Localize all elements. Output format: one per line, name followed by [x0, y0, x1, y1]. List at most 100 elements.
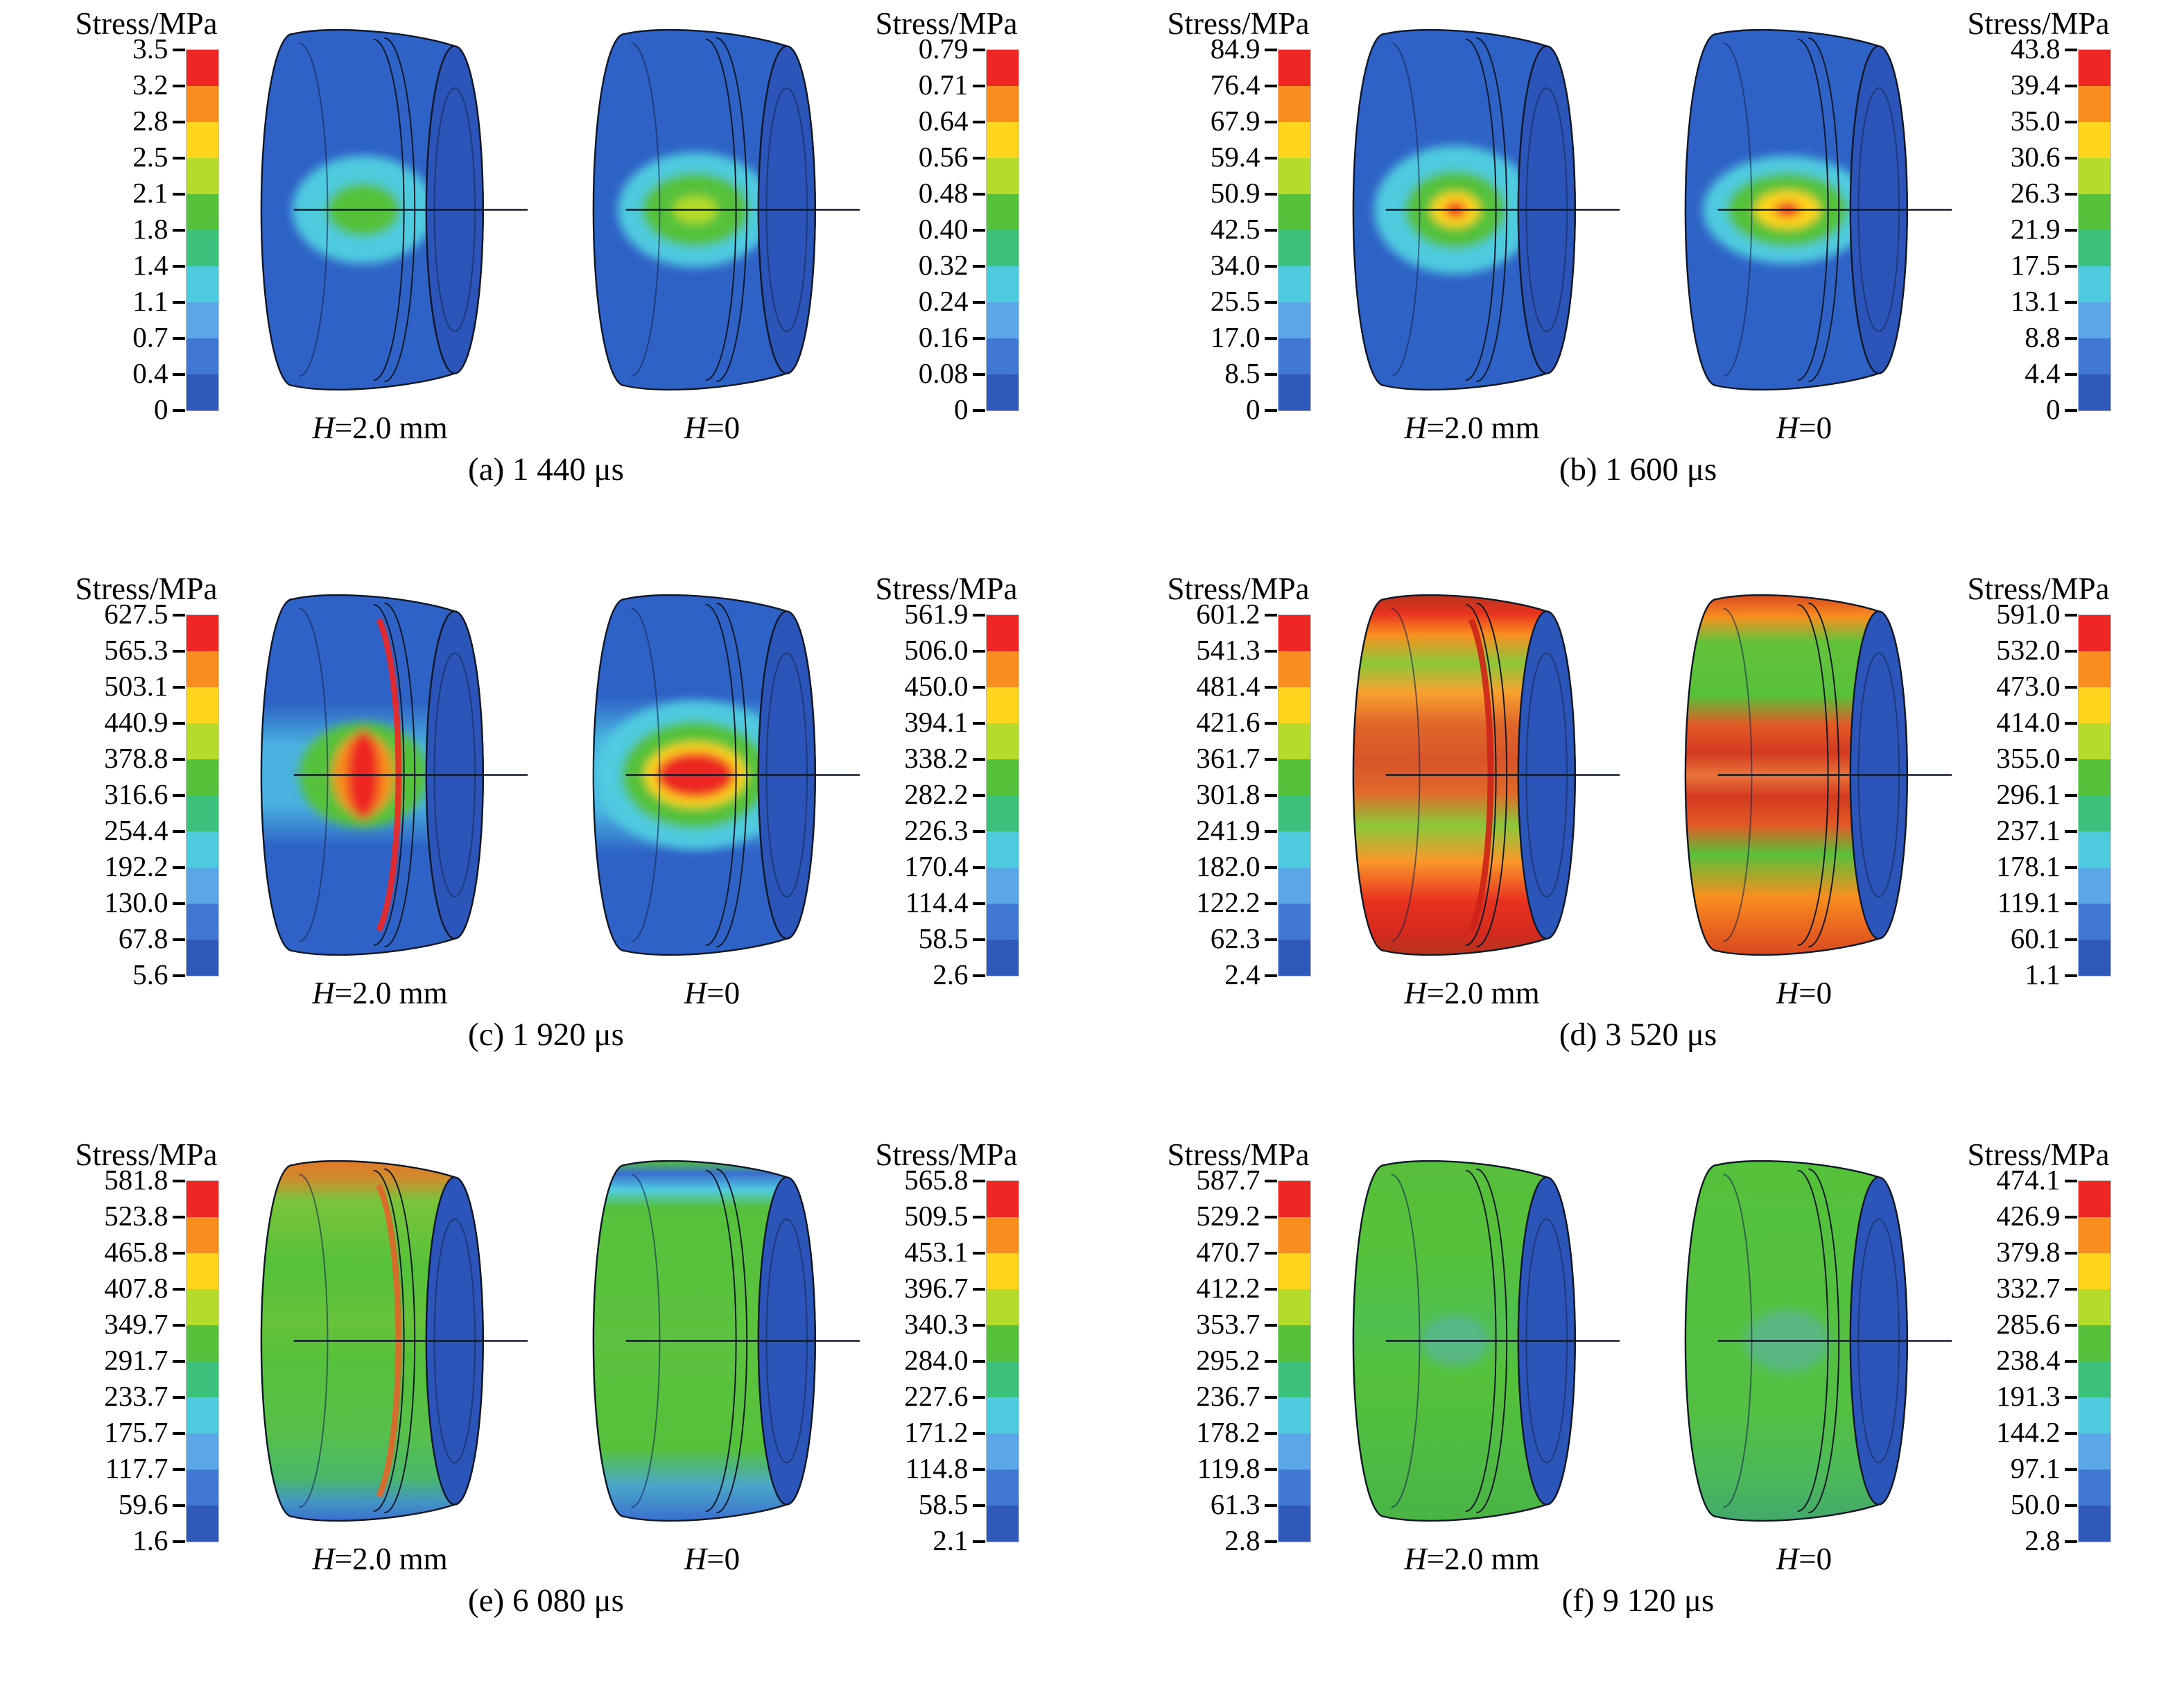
colorbar-tick-mark: [1264, 264, 1277, 268]
colorbar-title: Stress/MPa: [875, 571, 1018, 606]
colorbar-tick-label: 0.4: [132, 356, 168, 389]
colorbar-tick-mark: [2064, 974, 2077, 977]
colorbar-tick-label: 25.5: [1210, 284, 1260, 317]
colorbar-segment: [2078, 1180, 2111, 1217]
panel-f: Stress/MPa 587.7 529.2 470.7 412.2 353.7 295.2…: [1092, 1131, 2184, 1697]
colorbar-tick-mark: [2064, 120, 2077, 123]
colorbar-tick-mark: [972, 757, 985, 761]
colorbar-segment: [986, 374, 1019, 411]
colorbar-title: Stress/MPa: [75, 571, 218, 606]
colorbar-tick-mark: [972, 829, 985, 833]
colorbar-tick-label: 227.6: [904, 1379, 969, 1412]
colorbar-tick-label: 175.7: [104, 1415, 168, 1448]
colorbar-tick-label: 30.6: [2010, 140, 2061, 173]
colorbar-segment: [1278, 614, 1310, 651]
colorbar-tick-label: 67.9: [1210, 104, 1260, 137]
colorbar-body: 587.7 529.2 470.7 412.2 353.7 295.2 236.7 178.2…: [1166, 1165, 1311, 1554]
colorbar-tick-label: 316.6: [104, 777, 168, 810]
colorbar-segment: [1278, 374, 1310, 411]
cylinder-contour-plot: [592, 594, 860, 956]
colorbar-tick-mark: [172, 1540, 185, 1543]
colorbar-tick-mark: [1264, 1431, 1277, 1435]
colorbar-segment: [2078, 338, 2111, 374]
colorbar-tick-mark: [1264, 84, 1277, 87]
colorbar-tick-label: 506.0: [904, 633, 969, 666]
colorbar-tick-mark: [172, 120, 185, 123]
colorbar-segment: [986, 651, 1019, 687]
colorbar-segment: [2078, 1289, 2111, 1325]
colorbar-tick-label: 17.5: [2010, 248, 2061, 281]
colorbar-segment: [2078, 651, 2111, 687]
colorbar-tick-mark: [2064, 938, 2077, 941]
cylinder-contour-plot: [1352, 1160, 1620, 1522]
colorbar-tick-mark: [2064, 649, 2077, 653]
colorbar-tick-label: 340.3: [904, 1307, 969, 1340]
colorbar-tick-mark: [172, 974, 185, 977]
colorbar-tick-label: 591.0: [1996, 597, 2061, 630]
colorbar-tick-mark: [972, 1467, 985, 1471]
colorbar-tick-label: 450.0: [904, 669, 969, 702]
cylinder-contour-plot: [260, 594, 528, 956]
colorbar-body: 84.9 76.4 67.9 59.4 50.9 42.5 34.0 25.5 17.0 8.5 0: [1166, 34, 1311, 423]
colorbar-tick-label: 178.2: [1196, 1415, 1260, 1448]
colorbar-segment: [986, 266, 1019, 302]
colorbar-tick-label: 627.5: [104, 597, 168, 630]
colorbar-tick-label: 117.7: [105, 1452, 168, 1484]
colorbar-segment: [2078, 759, 2111, 795]
cylinder-h-2mm: H=2.0 mm: [1315, 7, 1630, 444]
cylinder-h-2mm: H=2.0 mm: [223, 7, 538, 444]
colorbar-segment: [2078, 687, 2111, 723]
colorbar-tick-mark: [172, 300, 185, 304]
colorbar-tick-label: 0: [2046, 393, 2061, 425]
colorbar-tick-mark: [2064, 372, 2077, 376]
label-value: =0: [707, 1542, 740, 1576]
colorbar-tick-label: 76.4: [1210, 68, 1260, 101]
cylinder-label: H=0: [684, 1544, 740, 1575]
colorbar-tick-label: 2.4: [1224, 958, 1260, 990]
colorbar-tick-label: 130.0: [104, 886, 168, 918]
colorbar-tick-label: 21.9: [2010, 212, 2061, 245]
colorbar-tick-mark: [2064, 793, 2077, 797]
colorbar-tick-mark: [972, 1287, 985, 1291]
colorbar-strip: [1277, 49, 1311, 411]
colorbar-tick-mark: [172, 48, 185, 51]
colorbar-tick-mark: [172, 156, 185, 160]
colorbar-tick-label: 119.8: [1197, 1452, 1260, 1484]
colorbar-segment: [1278, 759, 1310, 795]
colorbar-segment: [1278, 1433, 1310, 1470]
colorbar-segment: [2078, 193, 2111, 230]
colorbar-tick-label: 0.16: [918, 320, 969, 353]
colorbar-segment: [2078, 85, 2111, 122]
colorbar-segment: [986, 85, 1019, 122]
colorbar-title: Stress/MPa: [1167, 6, 1310, 41]
cylinder-label: H=0: [684, 978, 740, 1009]
colorbar-tick-mark: [1264, 938, 1277, 941]
colorbar-body: 581.8 523.8 465.8 407.8 349.7 291.7 233.7 175.7…: [74, 1165, 219, 1554]
colorbar-tick-label: 473.0: [1996, 669, 2061, 702]
colorbar-tick-mark: [972, 264, 985, 268]
cylinder-h-0: H=0: [1647, 1138, 1962, 1575]
colorbar-tick-mark: [172, 865, 185, 869]
colorbar-segment: [2078, 157, 2111, 194]
colorbar-segment: [186, 1216, 218, 1253]
colorbar-tick-label: 474.1: [1996, 1163, 2061, 1196]
colorbar-tick-mark: [1264, 1359, 1277, 1363]
colorbar-tick-label: 144.2: [1996, 1415, 2061, 1448]
panel-c: Stress/MPa 627.5 565.3 503.1 440.9 378.8 316.6…: [0, 565, 1092, 1131]
colorbar-tick-label: 453.1: [904, 1235, 969, 1268]
cylinder-area: H=2.0 mm H=0 (f) 9 120 μs: [1315, 1138, 1962, 1617]
colorbar-title: Stress/MPa: [1967, 6, 2110, 41]
colorbar-title: Stress/MPa: [1967, 571, 2110, 606]
colorbar-segment: [986, 795, 1019, 832]
colorbar-tick-label: 237.1: [1996, 813, 2061, 846]
colorbar-title: Stress/MPa: [1167, 571, 1310, 606]
colorbar-tick-label: 532.0: [1996, 633, 2061, 666]
cylinder-row: H=2.0 mm H=0: [223, 572, 870, 1009]
colorbar-segment: [186, 759, 218, 795]
colorbar-tick-label: 3.5: [132, 32, 168, 64]
colorbar-segment: [2078, 230, 2111, 266]
colorbar-tick-mark: [1264, 408, 1277, 412]
colorbar-segment: [986, 49, 1019, 86]
colorbar-tick-mark: [172, 721, 185, 725]
colorbar-segment: [1278, 121, 1310, 158]
